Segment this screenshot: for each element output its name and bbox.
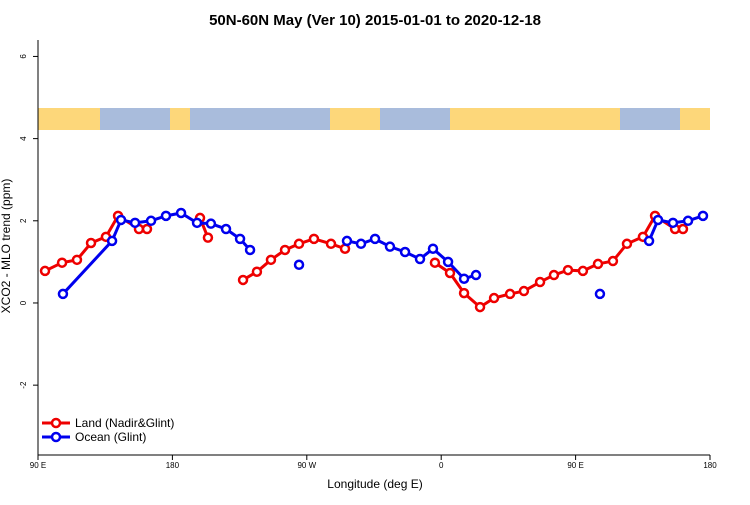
data-point (237, 274, 249, 286)
data-point (621, 238, 633, 250)
data-point (279, 244, 291, 256)
data-point (265, 254, 277, 266)
legend-label: Ocean (Glint) (75, 430, 146, 444)
data-point (518, 285, 530, 297)
data-point (244, 244, 256, 256)
data-point (667, 217, 679, 229)
y-axis-label: XCO2 - MLO trend (ppm) (0, 179, 13, 314)
data-point (202, 232, 214, 243)
data-point (442, 256, 454, 268)
data-point (577, 265, 589, 277)
data-point (191, 217, 203, 229)
data-point (607, 255, 619, 267)
data-point (470, 269, 482, 281)
data-point (474, 301, 486, 313)
data-point (251, 266, 263, 277)
map-water (190, 108, 330, 130)
data-point (643, 235, 655, 247)
data-point (341, 235, 353, 247)
data-point (39, 265, 51, 277)
map-water (620, 108, 680, 130)
series-line (346, 237, 477, 281)
data-point (488, 292, 500, 304)
data-point (141, 223, 153, 235)
data-point (399, 246, 411, 258)
data-point (129, 217, 141, 229)
data-point (534, 276, 546, 288)
data-point (592, 258, 604, 270)
y-tick-label: 0 (19, 300, 28, 305)
data-point (325, 238, 337, 250)
data-point (160, 210, 172, 222)
x-axis-label: Longitude (deg E) (327, 477, 422, 491)
data-point (205, 218, 217, 229)
data-point (458, 273, 470, 284)
data-point (85, 237, 97, 249)
data-point (175, 207, 187, 219)
map-strip (38, 108, 710, 130)
data-point (458, 287, 470, 299)
x-tick-label: 0 (439, 461, 444, 470)
data-point (355, 238, 367, 250)
data-point (697, 210, 709, 222)
data-point (562, 264, 574, 276)
data-point (145, 215, 157, 227)
data-point (293, 259, 305, 271)
x-tick-label: 180 (166, 461, 180, 470)
data-point (384, 241, 396, 252)
data-point (594, 288, 606, 300)
x-tick-label: 180 (703, 461, 717, 470)
series-line (61, 211, 252, 295)
data-point (677, 223, 689, 235)
data-point (220, 223, 232, 235)
data-point (115, 214, 127, 226)
data-point (57, 288, 69, 300)
y-tick-label: 4 (19, 136, 28, 141)
data-point (106, 235, 118, 247)
data-point (308, 233, 320, 245)
data-point (504, 288, 516, 300)
chart-title: 50N-60N May (Ver 10) 2015-01-01 to 2020-… (209, 12, 541, 29)
legend-marker (50, 417, 62, 429)
x-tick-label: 90 E (30, 461, 46, 470)
data-point (234, 233, 246, 245)
data-point (414, 253, 426, 265)
x-tick-label: 90 W (297, 461, 316, 470)
y-tick-label: 6 (19, 54, 28, 59)
data-point (71, 254, 83, 266)
map-water (100, 108, 170, 130)
data-point (429, 257, 441, 268)
map-water (380, 108, 450, 130)
series-line (434, 213, 683, 309)
data-point (427, 243, 439, 254)
y-tick-label: 2 (19, 218, 28, 223)
data-point (56, 257, 68, 268)
data-point (548, 269, 560, 281)
legend-label: Land (Nadir&Glint) (75, 416, 174, 430)
data-point (369, 233, 381, 245)
data-point (682, 215, 694, 227)
y-tick-label: -2 (19, 381, 28, 389)
data-point (652, 214, 664, 226)
data-point (444, 267, 456, 279)
legend-marker (50, 431, 62, 443)
data-point (293, 238, 305, 250)
x-tick-label: 90 E (567, 461, 583, 470)
